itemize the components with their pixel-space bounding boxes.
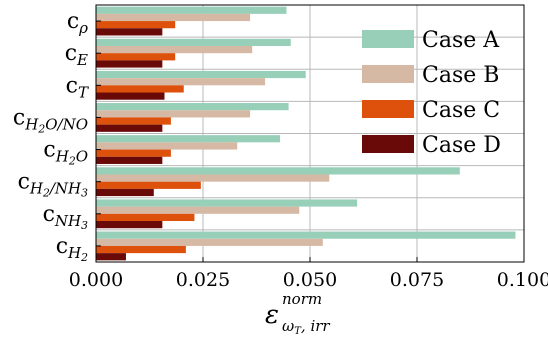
bar [96,92,165,100]
bar [96,45,253,54]
x-tick-label: 0.025 [176,269,230,291]
legend-swatch [362,100,414,118]
category-label: cT [66,73,89,101]
x-axis-title: ε [265,300,279,330]
bar [96,245,186,254]
x-axis-title-sup: norm [282,290,322,308]
bar [96,188,154,197]
bar [96,117,171,125]
bars-layer [96,6,516,261]
x-tick-label: 0.000 [69,269,123,291]
category-label: cρ [67,9,88,37]
legend-label: Case B [422,63,499,88]
bar [96,174,330,182]
legend-swatch [362,135,414,153]
x-ticks: 0.000 0.025 0.050 0.075 0.100 [69,257,548,291]
bar [96,13,251,22]
bar [96,28,163,36]
x-tick-label: 0.075 [390,269,444,291]
bar [96,167,460,175]
category-label: cH2 [56,234,88,264]
category-label: cE [65,41,88,69]
category-label: cH2/NH3 [18,170,89,200]
legend-label: Case A [422,28,500,53]
bar [96,142,238,150]
bar [96,253,126,261]
bar [96,135,281,143]
x-tick-label: 0.050 [283,269,337,291]
bar [96,213,195,222]
bar [96,70,306,79]
bar [96,181,201,189]
bar [96,21,176,29]
bar [96,156,163,164]
bar [96,149,171,157]
legend-label: Case C [422,98,500,123]
x-axis-title-sub: ωT, irr [282,317,330,337]
bar [96,221,163,229]
bar [96,231,516,239]
category-label: cNH3 [43,202,89,232]
bar [96,38,291,46]
bar [96,103,289,111]
bar [96,6,287,14]
category-label: cH2O [43,138,88,168]
legend-swatch [362,65,414,83]
bar [96,124,163,132]
legend: Case A Case B Case C Case D [362,28,501,158]
category-label: cH2O/NO [13,105,88,135]
legend-label: Case D [422,133,501,158]
bar [96,78,266,86]
bar [96,199,358,207]
x-tick-label: 0.100 [497,269,548,291]
bar [96,53,176,61]
legend-swatch [362,30,414,48]
bar [96,85,184,93]
bar [96,238,323,246]
bar [96,110,251,118]
bar [96,60,163,68]
bar [96,206,300,214]
